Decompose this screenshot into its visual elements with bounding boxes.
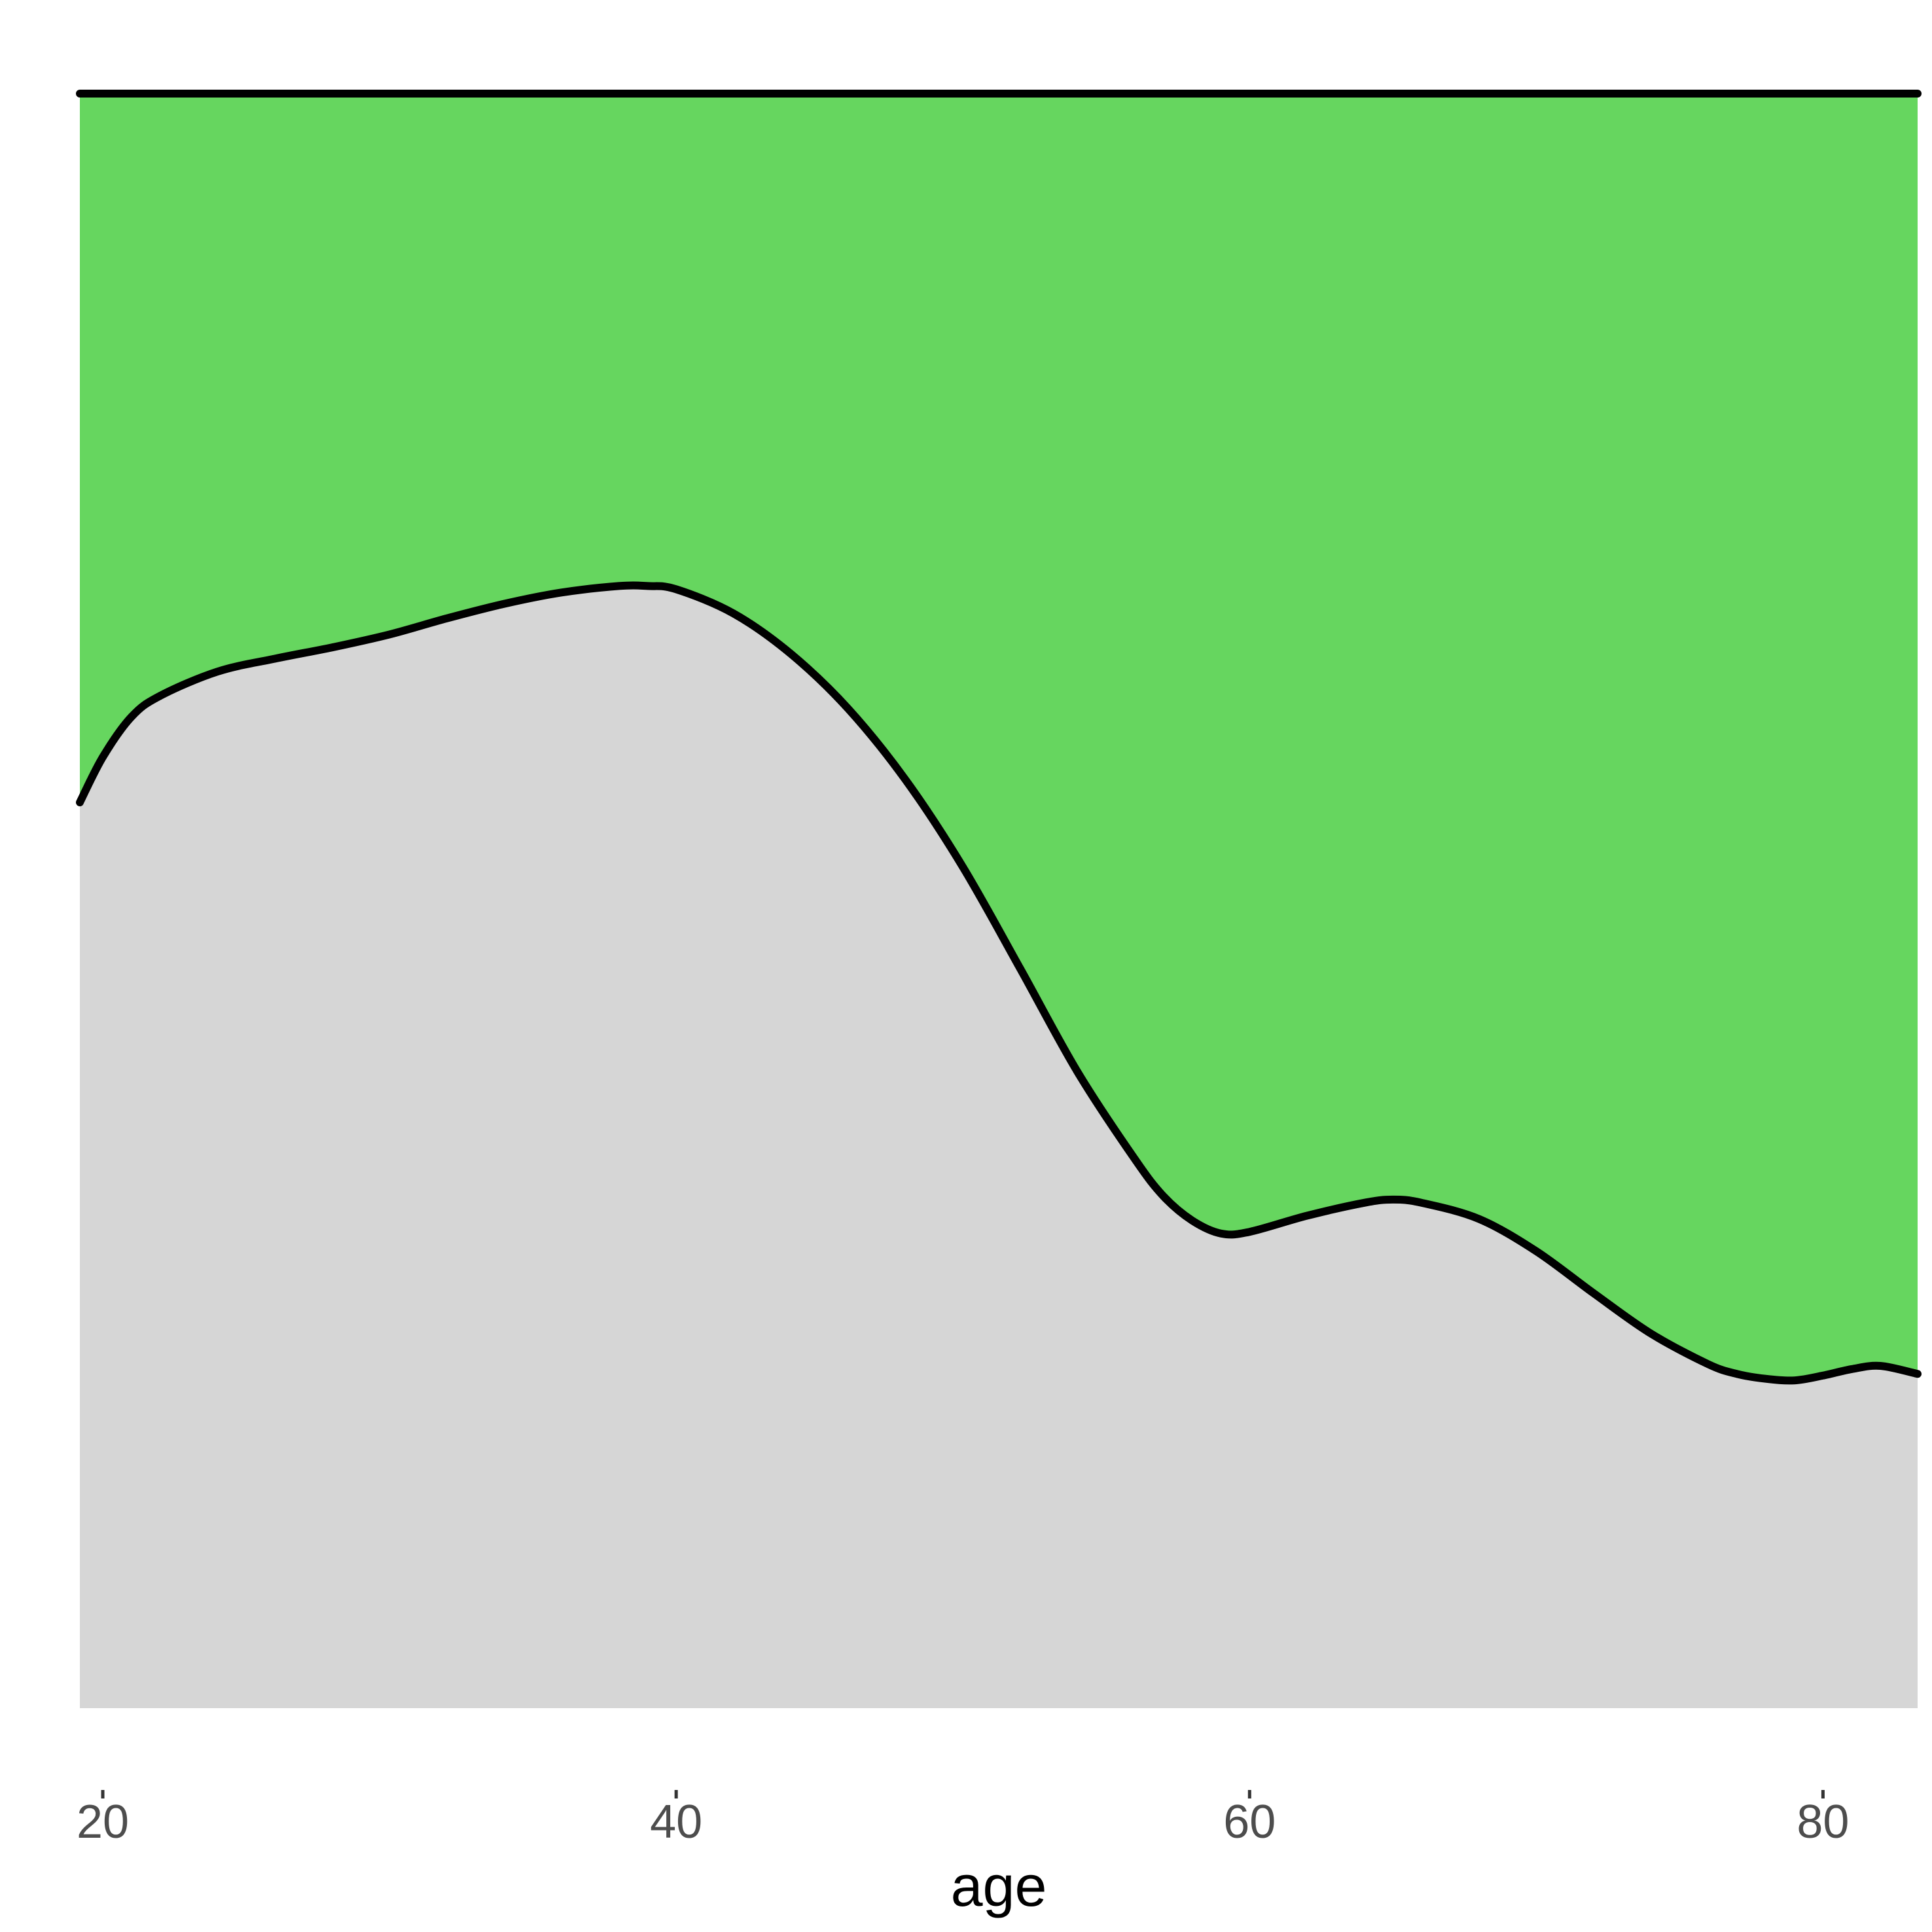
x-tick-label: 40 (650, 1796, 702, 1848)
boundary-line (76, 581, 1922, 1385)
x-axis-title: age (951, 1853, 1047, 1918)
area-lower (80, 585, 1918, 1708)
x-axis: 20 40 60 80 (77, 1790, 1849, 1848)
plot-area (76, 90, 1922, 1708)
x-tick-label: 20 (77, 1796, 129, 1848)
area-upper (80, 94, 1918, 1381)
x-tick-label: 80 (1797, 1796, 1849, 1848)
x-tick-label: 60 (1223, 1796, 1276, 1848)
